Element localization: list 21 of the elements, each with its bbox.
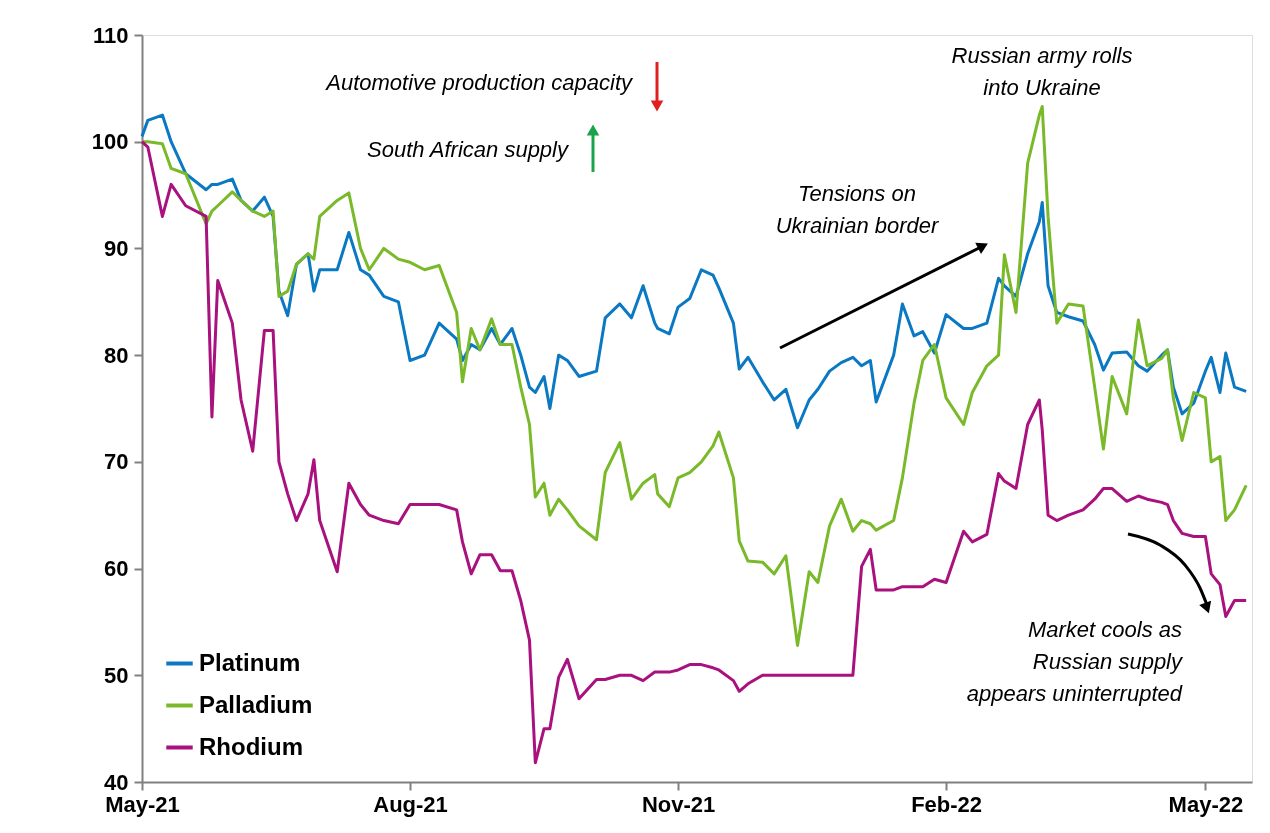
y-tick-label: 80 xyxy=(104,342,129,368)
line-series xyxy=(140,105,1248,647)
legend-label: Rhodium xyxy=(199,732,303,760)
legend-label: Platinum xyxy=(199,648,301,676)
x-tick-label: Aug-21 xyxy=(373,791,448,817)
line-series xyxy=(140,140,1248,765)
annotation: Market cools as Russian supply appears uninterrupted xyxy=(966,617,1184,706)
y-tick-label: 60 xyxy=(104,556,129,582)
x-tick-label: Nov-21 xyxy=(641,791,716,817)
annotation: Automotive production capacity xyxy=(324,70,634,95)
annotation: Tensions on Ukrainian border xyxy=(775,181,940,238)
x-tick-label: Feb-22 xyxy=(911,791,983,817)
y-tick-label: 100 xyxy=(91,129,129,155)
legend-label: Palladium xyxy=(199,690,313,718)
y-tick-label: 90 xyxy=(104,235,129,261)
y-tick-label: 110 xyxy=(93,22,129,48)
annotation: Russian army rolls into Ukraine xyxy=(951,43,1133,100)
annotation: South African supply xyxy=(367,137,570,162)
y-tick-label: 70 xyxy=(104,449,129,475)
x-tick-label: May-22 xyxy=(1168,791,1244,817)
y-tick-label: 50 xyxy=(104,662,129,688)
